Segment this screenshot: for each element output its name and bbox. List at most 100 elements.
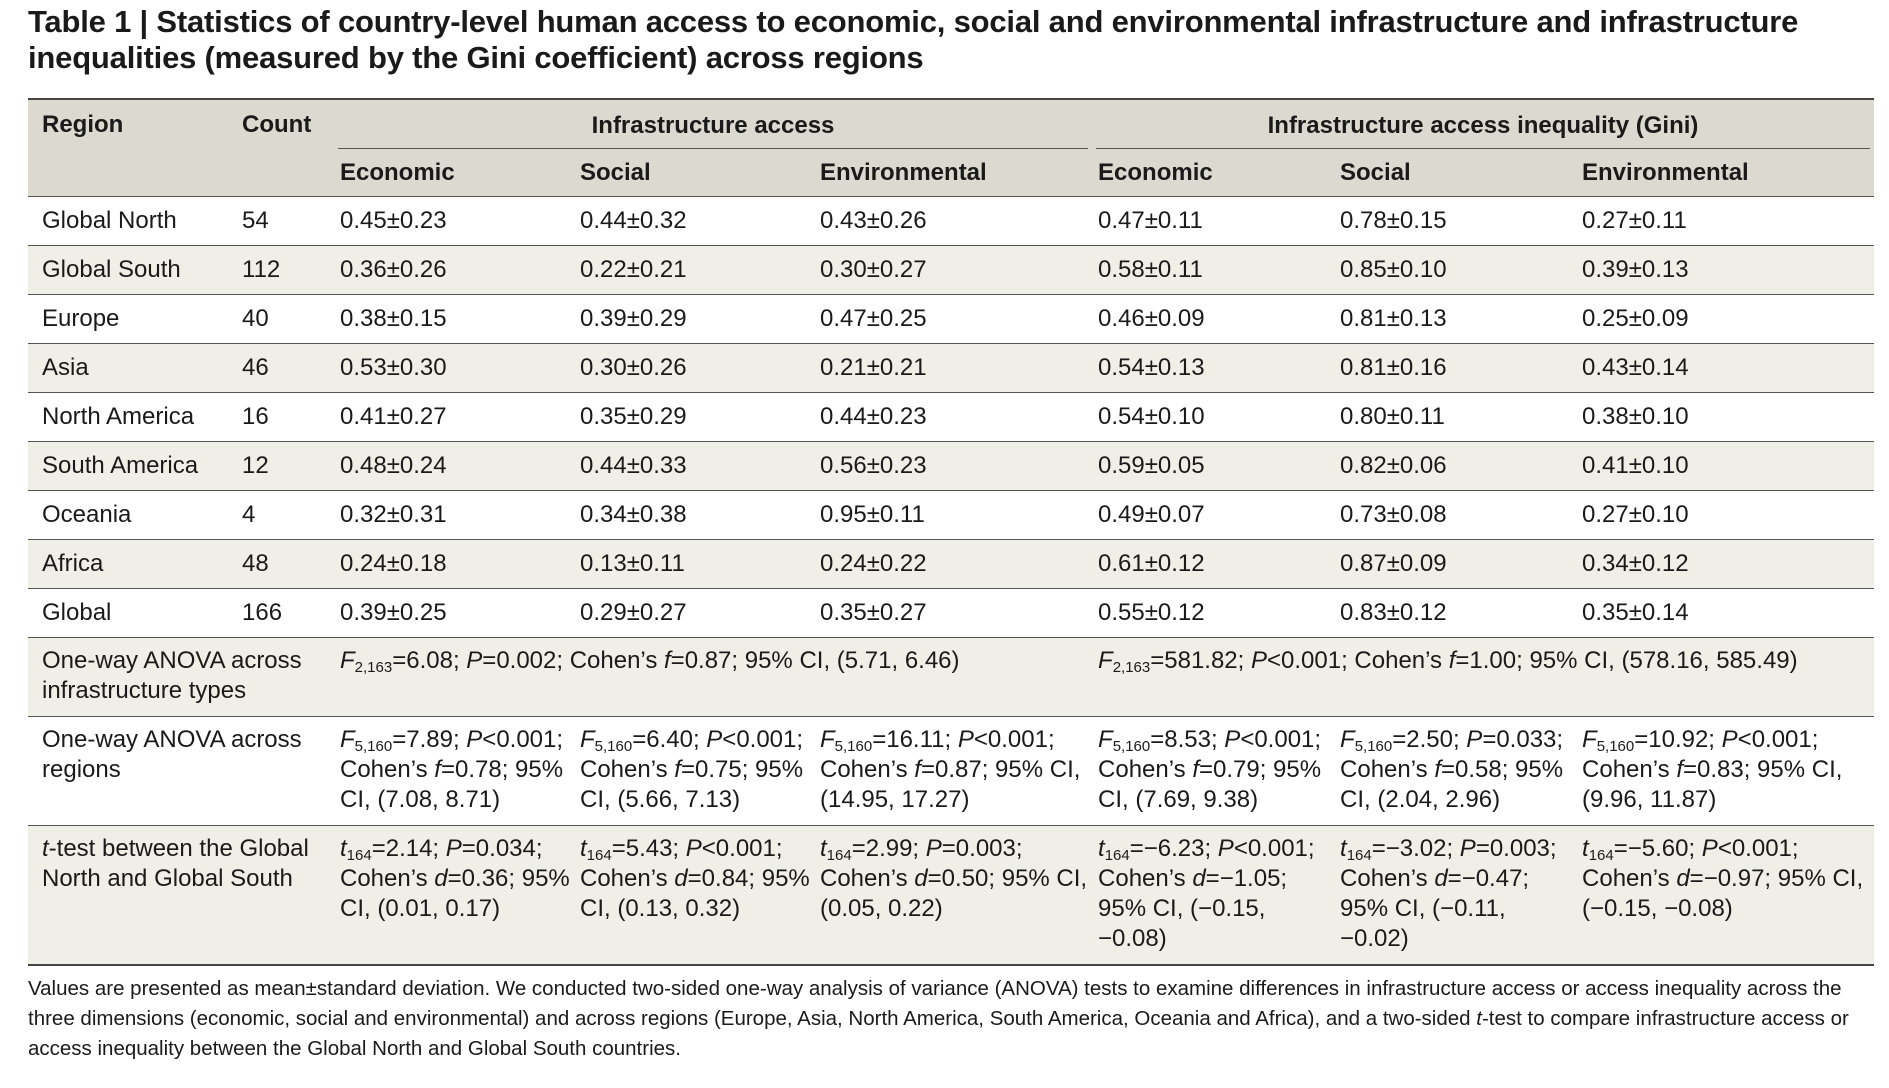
cell-gini-economic: 0.46±0.09 xyxy=(1092,294,1335,344)
cell-access-environmental: 0.21±0.21 xyxy=(814,343,1093,393)
cell-count: 48 xyxy=(238,539,334,589)
cell-gini-social: 0.82±0.06 xyxy=(1334,441,1577,491)
header-spacer xyxy=(28,150,238,197)
cell-access-economic: 0.36±0.26 xyxy=(334,245,574,295)
ttest-access-economic: t164=2.14; P=0.034; Cohen’s d=0.36; 95% … xyxy=(334,825,574,965)
cell-access-economic: 0.39±0.25 xyxy=(334,588,574,638)
cell-gini-social: 0.81±0.13 xyxy=(1334,294,1577,344)
anova-regions-label: One-way ANOVA across regions xyxy=(28,716,334,826)
table-row: Oceania 4 0.32±0.31 0.34±0.38 0.95±0.11 … xyxy=(28,490,1875,540)
header-access-social: Social xyxy=(574,150,814,197)
header-access-environmental: Environmental xyxy=(814,150,1093,197)
cell-count: 112 xyxy=(238,245,334,295)
cell-access-social: 0.39±0.29 xyxy=(574,294,814,344)
cell-access-social: 0.13±0.11 xyxy=(574,539,814,589)
header-row-groups: Region Count Infrastructure access Infra… xyxy=(28,99,1875,150)
cell-region: Global North xyxy=(28,196,238,246)
cell-access-social: 0.34±0.38 xyxy=(574,490,814,540)
anova-types-label: One-way ANOVA across infrastructure type… xyxy=(28,637,334,717)
cell-access-social: 0.29±0.27 xyxy=(574,588,814,638)
cell-gini-economic: 0.49±0.07 xyxy=(1092,490,1335,540)
table-footnote: Values are presented as mean±standard de… xyxy=(28,977,1849,1060)
anova-types-inequality: F2,163=581.82; P<0.001; Cohen’s f=1.00; … xyxy=(1092,637,1875,717)
table-row: North America 16 0.41±0.27 0.35±0.29 0.4… xyxy=(28,392,1875,442)
cell-gini-social: 0.83±0.12 xyxy=(1334,588,1577,638)
anova-regions-gini-social: F5,160=2.50; P=0.033; Cohen’s f=0.58; 95… xyxy=(1334,716,1577,826)
cell-gini-environmental: 0.43±0.14 xyxy=(1576,343,1875,393)
cell-access-environmental: 0.24±0.22 xyxy=(814,539,1093,589)
cell-access-environmental: 0.56±0.23 xyxy=(814,441,1093,491)
cell-gini-environmental: 0.39±0.13 xyxy=(1576,245,1875,295)
cell-gini-social: 0.87±0.09 xyxy=(1334,539,1577,589)
ttest-access-environmental: t164=2.99; P=0.003; Cohen’s d=0.50; 95% … xyxy=(814,825,1093,965)
table-row: Africa 48 0.24±0.18 0.13±0.11 0.24±0.22 … xyxy=(28,539,1875,589)
cell-region: Oceania xyxy=(28,490,238,540)
cell-access-economic: 0.53±0.30 xyxy=(334,343,574,393)
cell-access-economic: 0.45±0.23 xyxy=(334,196,574,246)
header-spacer xyxy=(238,150,334,197)
cell-count: 16 xyxy=(238,392,334,442)
header-gini-environmental: Environmental xyxy=(1576,150,1875,197)
cell-count: 54 xyxy=(238,196,334,246)
anova-regions-row: One-way ANOVA across regions F5,160=7.89… xyxy=(28,716,1875,826)
table-title: Table 1 | Statistics of country-level hu… xyxy=(28,4,1799,75)
cell-gini-environmental: 0.25±0.09 xyxy=(1576,294,1875,344)
cell-count: 40 xyxy=(238,294,334,344)
cell-region: Africa xyxy=(28,539,238,589)
anova-regions-access-social: F5,160=6.40; P<0.001; Cohen’s f=0.75; 95… xyxy=(574,716,814,826)
cell-gini-social: 0.78±0.15 xyxy=(1334,196,1577,246)
header-group-access: Infrastructure access xyxy=(334,99,1093,150)
cell-access-environmental: 0.95±0.11 xyxy=(814,490,1093,540)
anova-regions-gini-environmental: F5,160=10.92; P<0.001; Cohen’s f=0.83; 9… xyxy=(1576,716,1875,826)
cell-region: Global xyxy=(28,588,238,638)
cell-gini-social: 0.81±0.16 xyxy=(1334,343,1577,393)
cell-gini-economic: 0.59±0.05 xyxy=(1092,441,1335,491)
cell-access-economic: 0.41±0.27 xyxy=(334,392,574,442)
cell-access-economic: 0.38±0.15 xyxy=(334,294,574,344)
header-region: Region xyxy=(28,99,238,150)
cell-access-social: 0.44±0.33 xyxy=(574,441,814,491)
cell-access-social: 0.30±0.26 xyxy=(574,343,814,393)
cell-access-social: 0.22±0.21 xyxy=(574,245,814,295)
table-row: Asia 46 0.53±0.30 0.30±0.26 0.21±0.21 0.… xyxy=(28,343,1875,393)
ttest-access-social: t164=5.43; P<0.001; Cohen’s d=0.84; 95% … xyxy=(574,825,814,965)
cell-gini-social: 0.80±0.11 xyxy=(1334,392,1577,442)
cell-gini-environmental: 0.38±0.10 xyxy=(1576,392,1875,442)
cell-gini-environmental: 0.34±0.12 xyxy=(1576,539,1875,589)
cell-region: Asia xyxy=(28,343,238,393)
header-gini-social: Social xyxy=(1334,150,1577,197)
cell-region: Global South xyxy=(28,245,238,295)
header-row-dimensions: Economic Social Environmental Economic S… xyxy=(28,150,1875,197)
ttest-row: t-test between the Global North and Glob… xyxy=(28,825,1875,965)
cell-gini-environmental: 0.27±0.11 xyxy=(1576,196,1875,246)
cell-gini-social: 0.85±0.10 xyxy=(1334,245,1577,295)
ttest-gini-social: t164=−3.02; P=0.003; Cohen’s d=−0.47; 95… xyxy=(1334,825,1577,965)
cell-region: North America xyxy=(28,392,238,442)
ttest-gini-economic: t164=−6.23; P<0.001; Cohen’s d=−1.05; 95… xyxy=(1092,825,1335,965)
header-group-access-label: Infrastructure access xyxy=(338,102,1089,149)
ttest-label: t-test between the Global North and Glob… xyxy=(28,825,334,965)
table-row: South America 12 0.48±0.24 0.44±0.33 0.5… xyxy=(28,441,1875,491)
ttest-gini-environmental: t164=−5.60; P<0.001; Cohen’s d=−0.97; 95… xyxy=(1576,825,1875,965)
cell-gini-economic: 0.54±0.10 xyxy=(1092,392,1335,442)
table-row: Global South 112 0.36±0.26 0.22±0.21 0.3… xyxy=(28,245,1875,295)
anova-regions-gini-economic: F5,160=8.53; P<0.001; Cohen’s f=0.79; 95… xyxy=(1092,716,1335,826)
cell-gini-economic: 0.55±0.12 xyxy=(1092,588,1335,638)
cell-gini-environmental: 0.27±0.10 xyxy=(1576,490,1875,540)
table-row: Global 166 0.39±0.25 0.29±0.27 0.35±0.27… xyxy=(28,588,1875,638)
cell-gini-economic: 0.58±0.11 xyxy=(1092,245,1335,295)
cell-access-economic: 0.48±0.24 xyxy=(334,441,574,491)
cell-access-economic: 0.24±0.18 xyxy=(334,539,574,589)
cell-gini-economic: 0.54±0.13 xyxy=(1092,343,1335,393)
statistics-table: Region Count Infrastructure access Infra… xyxy=(28,98,1875,966)
header-gini-economic: Economic xyxy=(1092,150,1335,197)
cell-access-economic: 0.32±0.31 xyxy=(334,490,574,540)
cell-count: 166 xyxy=(238,588,334,638)
cell-access-environmental: 0.44±0.23 xyxy=(814,392,1093,442)
cell-count: 12 xyxy=(238,441,334,491)
table-row: Global North 54 0.45±0.23 0.44±0.32 0.43… xyxy=(28,196,1875,246)
cell-gini-environmental: 0.41±0.10 xyxy=(1576,441,1875,491)
anova-regions-access-environmental: F5,160=16.11; P<0.001; Cohen’s f=0.87; 9… xyxy=(814,716,1093,826)
cell-count: 4 xyxy=(238,490,334,540)
